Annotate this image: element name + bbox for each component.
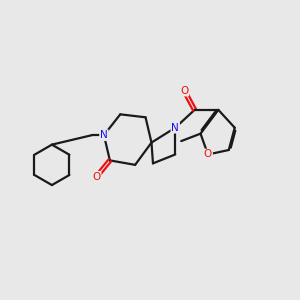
Text: N: N <box>100 130 108 140</box>
Text: O: O <box>180 85 188 96</box>
Text: N: N <box>171 123 179 133</box>
Text: O: O <box>92 172 101 182</box>
Text: O: O <box>204 149 212 160</box>
